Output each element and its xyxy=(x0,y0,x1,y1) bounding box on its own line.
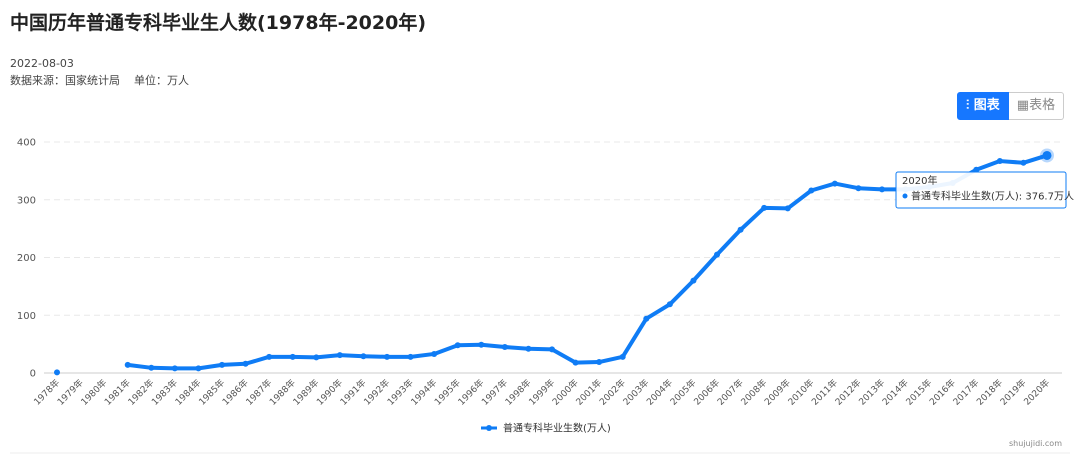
point xyxy=(195,365,202,372)
point xyxy=(996,158,1003,165)
point xyxy=(855,185,862,192)
y-tick-label: 400 xyxy=(17,138,36,149)
point xyxy=(643,315,650,322)
x-tick-label: 2020年 xyxy=(1021,377,1052,408)
header: 中国历年普通专科毕业生人数(1978年-2020年) 2022-08-03 数据… xyxy=(10,8,426,89)
y-tick-label: 200 xyxy=(17,253,36,264)
point xyxy=(1042,150,1052,160)
date: 2022-08-03 xyxy=(10,57,74,70)
tooltip-label: 普通专科毕业生数(万人): 376.7万人 xyxy=(911,190,1074,203)
point xyxy=(572,359,579,366)
view-switch: ⫶ 图表 ▦表格 xyxy=(957,92,1065,120)
point xyxy=(124,361,131,368)
table-button-label: 表格 xyxy=(1029,98,1056,113)
tooltip-title: 2020年 xyxy=(902,174,937,187)
tooltip-dot xyxy=(902,193,908,199)
source-line: 数据来源：国家统计局 单位：万人 xyxy=(10,72,426,89)
point xyxy=(690,277,697,284)
tooltip-box xyxy=(895,171,1067,209)
point xyxy=(219,361,225,368)
y-tick-label: 100 xyxy=(17,311,36,322)
point xyxy=(761,204,768,211)
point xyxy=(501,344,508,351)
chart-button[interactable]: ⫶ 图表 xyxy=(957,92,1009,120)
table-button[interactable]: ▦表格 xyxy=(1008,92,1065,120)
point xyxy=(525,345,532,352)
point xyxy=(784,205,791,212)
point xyxy=(619,353,626,360)
point xyxy=(596,359,603,366)
point xyxy=(407,353,414,360)
y-tick-label: 300 xyxy=(17,195,36,206)
legend-label: 普通专科毕业生数(万人) xyxy=(503,422,611,435)
point xyxy=(666,301,673,308)
point xyxy=(714,251,720,258)
point xyxy=(360,353,367,360)
point xyxy=(831,180,838,187)
point xyxy=(384,353,390,360)
point xyxy=(737,226,744,233)
title: 中国历年普通专科毕业生人数(1978年-2020年) xyxy=(10,12,427,34)
point xyxy=(973,166,980,173)
point xyxy=(454,342,461,349)
point xyxy=(1020,159,1027,166)
point xyxy=(808,187,815,194)
point xyxy=(289,353,296,360)
point xyxy=(879,186,885,193)
point xyxy=(431,350,438,357)
unit: 单位：万人 xyxy=(134,74,189,87)
point xyxy=(148,364,155,371)
point xyxy=(478,341,485,348)
line xyxy=(127,153,1048,371)
legend-dot xyxy=(486,425,492,431)
point xyxy=(242,360,249,367)
point xyxy=(54,369,60,376)
point xyxy=(336,352,343,359)
point xyxy=(313,354,320,361)
chart-button-label: 图表 xyxy=(973,98,1000,113)
point xyxy=(171,365,178,372)
source: 数据来源：国家统计局 xyxy=(10,74,120,87)
y-tick-label: 0 xyxy=(30,369,36,380)
point xyxy=(549,346,555,353)
point xyxy=(266,353,273,360)
watermark: shujujidi.com xyxy=(1009,439,1062,448)
